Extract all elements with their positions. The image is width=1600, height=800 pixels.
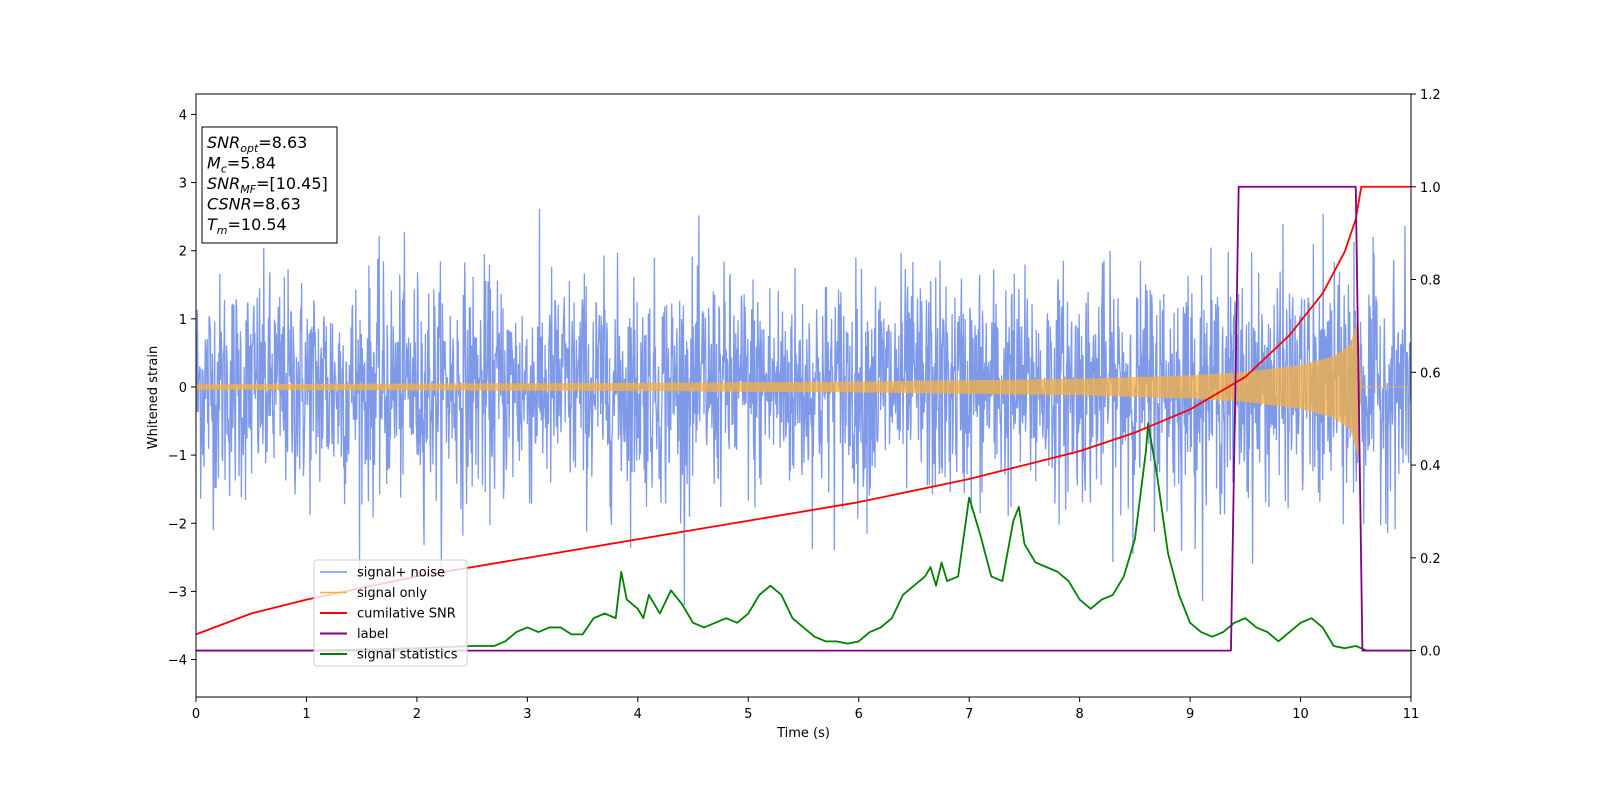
x-tick-label: 11 [1403,707,1420,722]
x-axis: 0 1 2 3 4 5 6 7 8 9 10 11 [192,697,1419,722]
x-tick-label: 2 [413,707,421,722]
legend-label-signal-only: signal only [357,586,427,601]
y2-tick-label: 0.6 [1420,366,1441,381]
x-tick-label: 9 [1186,707,1194,722]
info-line: SNRopt=8.63 [207,133,307,155]
info-box: SNRopt=8.63Mc=5.84SNRMF=[10.45]CSNR=8.63… [201,126,338,244]
y2-tick-label: 0.8 [1420,274,1441,289]
y-tick-label: 2 [179,245,187,260]
info-box-frame [201,126,338,244]
signal-noise-line [196,208,1411,606]
x-axis-label: Time (s) [776,726,830,741]
info-line: Mc=5.84 [207,154,276,176]
y2-tick-label: 1.2 [1420,88,1441,103]
plot-frame [195,93,1412,698]
info-line: CSNR=8.63 [207,195,301,214]
y-tick-label: 1 [179,313,187,328]
series-signal-statistics [196,422,1411,652]
info-line: Tm=10.54 [207,215,287,237]
y-tick-label: −2 [168,517,187,532]
y-tick-label: 0 [179,381,187,396]
x-tick-label: 7 [965,707,973,722]
x-tick-label: 5 [744,707,752,722]
y-tick-label: −4 [168,654,187,669]
x-tick-label: 3 [523,707,531,722]
x-tick-label: 4 [634,707,642,722]
legend-label-label: label [357,627,388,642]
x-tick-label: 1 [302,707,310,722]
y2-tick-label: 1.0 [1420,181,1441,196]
y-axis-right: 1.2 1.0 0.8 0.6 0.4 0.2 0.0 [1411,88,1441,660]
x-tick-label: 8 [1075,707,1083,722]
series-signal-noise [196,208,1411,606]
y2-tick-label: 0.0 [1420,645,1441,660]
y2-tick-label: 0.2 [1420,552,1441,567]
y-tick-label: −1 [168,449,187,464]
legend: signal+ noise signal only cumilative SNR la… [313,559,468,667]
y-tick-label: 4 [179,108,187,123]
y-axis-label: Whitened strain [146,346,161,449]
series-signal-only [196,320,1411,456]
y-axis-left: 4 3 2 1 0 −1 −2 −3 −4 [168,108,196,669]
info-line: SNRMF=[10.45] [207,174,328,196]
legend-label-signal-noise: signal+ noise [357,566,445,581]
x-tick-label: 6 [855,707,863,722]
x-tick-label: 10 [1292,707,1309,722]
legend-label-cumilative-snr: cumilative SNR [357,607,456,622]
signal-only-line [196,320,1411,456]
legend-frame [313,559,468,667]
y-tick-label: 3 [179,177,187,192]
y-tick-label: −3 [168,585,187,600]
legend-label-signal-statistics: signal statistics [357,648,458,663]
series-label [196,185,1411,652]
x-tick-label: 0 [192,707,200,722]
y2-tick-label: 0.4 [1420,459,1441,474]
